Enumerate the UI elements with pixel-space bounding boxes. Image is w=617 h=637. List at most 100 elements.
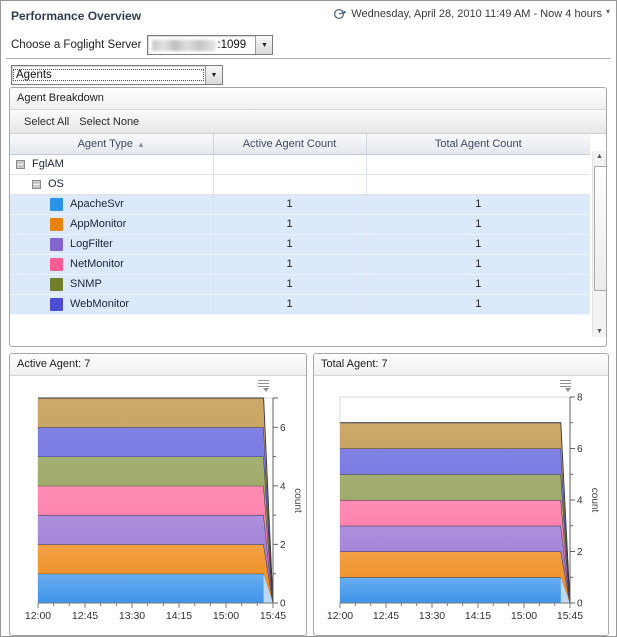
view-selector-combobox[interactable]: Agents ▼: [11, 65, 223, 85]
svg-text:count: count: [589, 488, 600, 513]
svg-text:14:15: 14:15: [166, 610, 192, 622]
total-count-cell: 1: [366, 294, 590, 315]
total-agent-chart: 0 2 4 6 8 count 12:00 12:45 13:30 14:15 15:00 15:45: [327, 393, 600, 623]
agent-type-label: AppMonitor: [70, 218, 127, 230]
active-agent-chart-title: Active Agent: 7: [10, 354, 306, 376]
svg-text:12:00: 12:00: [25, 610, 51, 622]
active-count-cell: 1: [213, 194, 367, 215]
table-row[interactable]: NetMonitor 1 1: [10, 254, 590, 275]
redacted-server-address: [152, 39, 217, 51]
table-row[interactable]: WebMonitor 1 1: [10, 294, 590, 315]
server-port: :1099: [217, 39, 247, 51]
total-count-cell: [366, 154, 590, 175]
svg-text:15:00: 15:00: [213, 610, 239, 622]
svg-text:4: 4: [577, 496, 583, 507]
total-count-cell: [366, 174, 590, 195]
time-range-label: Wednesday, April 28, 2010 11:49 AM - Now…: [351, 8, 602, 20]
chart-options-icon[interactable]: [560, 380, 572, 392]
total-count-cell: 1: [366, 214, 590, 235]
select-all-button[interactable]: Select All: [24, 115, 70, 128]
series-color-swatch: [50, 257, 63, 271]
svg-text:12:45: 12:45: [373, 610, 399, 622]
total-count-cell: 1: [366, 254, 590, 275]
selection-toolbar: Select All Select None: [10, 110, 606, 134]
agent-type-label: OS: [48, 178, 64, 190]
series-color-swatch: [50, 217, 63, 231]
svg-text:6: 6: [280, 423, 286, 434]
view-selector-dropdown-button[interactable]: ▼: [205, 66, 222, 84]
agent-type-label: WebMonitor: [70, 298, 130, 310]
chart-options-icon[interactable]: [258, 380, 270, 392]
server-picker-dropdown-button[interactable]: ▼: [255, 36, 273, 54]
svg-text:15:45: 15:45: [260, 610, 286, 622]
scrollbar-up-arrow[interactable]: ▲: [596, 153, 603, 160]
series-color-swatch: [50, 237, 63, 251]
agent-breakdown-title: Agent Breakdown: [10, 88, 606, 110]
server-picker-label: Choose a Foglight Server: [11, 39, 142, 51]
svg-text:12:45: 12:45: [72, 610, 98, 622]
table-scrollbar[interactable]: ▲ ▼: [592, 151, 606, 337]
scrollbar-thumb[interactable]: [594, 166, 606, 291]
svg-text:13:30: 13:30: [119, 610, 145, 622]
active-count-cell: 1: [213, 214, 367, 235]
total-agent-chart-panel: Total Agent: 7 0 2 4 6 8 count 12:00 12:45 13:30…: [313, 353, 609, 636]
svg-text:14:15: 14:15: [465, 610, 491, 622]
series-color-swatch: [50, 277, 63, 291]
table-row[interactable]: ApacheSvr 1 1: [10, 194, 590, 215]
active-count-cell: 1: [213, 234, 367, 255]
total-agent-chart-title: Total Agent: 7: [314, 354, 608, 376]
series-color-swatch: [50, 197, 63, 211]
svg-text:2: 2: [577, 547, 583, 558]
series-color-swatch: [50, 297, 63, 311]
page-title: Performance Overview: [11, 9, 142, 23]
table-header-row: Agent Type ▲ Active Agent Count Total Age…: [10, 134, 590, 155]
collapse-icon[interactable]: [32, 179, 41, 189]
agent-table: Agent Type ▲ Active Agent Count Total Age…: [10, 134, 590, 315]
agent-type-label: LogFilter: [70, 238, 113, 250]
column-header-agent-type[interactable]: Agent Type ▲: [10, 134, 214, 155]
agent-type-label: FglAM: [32, 158, 64, 170]
total-count-cell: 1: [366, 274, 590, 295]
active-count-cell: 1: [213, 294, 367, 315]
column-header-active-agent-count[interactable]: Active Agent Count: [213, 134, 367, 155]
table-row[interactable]: SNMP 1 1: [10, 274, 590, 295]
table-row[interactable]: LogFilter 1 1: [10, 234, 590, 255]
svg-text:8: 8: [577, 393, 583, 404]
agent-type-label: NetMonitor: [70, 258, 124, 270]
active-count-cell: [213, 154, 367, 175]
agent-table-body: FglAM OS ApacheSvr 1 1 AppMonitor 1 1 LogFilter 1…: [10, 154, 590, 315]
svg-text:12:00: 12:00: [327, 610, 353, 622]
header-separator: [6, 58, 611, 59]
svg-text:2: 2: [280, 540, 286, 551]
view-selector-value: Agents: [12, 68, 205, 82]
time-range-caret-icon: ▾: [605, 6, 610, 16]
select-none-button[interactable]: Select None: [79, 115, 140, 128]
agent-type-label: SNMP: [70, 278, 102, 290]
sort-asc-icon: ▲: [137, 139, 145, 149]
time-range-clock-icon: [334, 8, 347, 20]
scrollbar-down-arrow[interactable]: ▼: [596, 328, 603, 335]
svg-text:6: 6: [577, 444, 583, 455]
total-count-cell: 1: [366, 234, 590, 255]
table-row[interactable]: OS: [10, 174, 590, 195]
table-row[interactable]: FglAM: [10, 154, 590, 175]
agent-type-label: ApacheSvr: [70, 198, 124, 210]
active-count-cell: 1: [213, 254, 367, 275]
active-agent-chart-panel: Active Agent: 7 0 2 4 6 count 12:00 12:45 13:30…: [9, 353, 307, 636]
svg-text:13:30: 13:30: [419, 610, 445, 622]
active-count-cell: 1: [213, 274, 367, 295]
agent-breakdown-panel: Agent Breakdown Select All Select None A…: [9, 87, 607, 347]
table-row[interactable]: AppMonitor 1 1: [10, 214, 590, 235]
active-agent-chart: 0 2 4 6 count 12:00 12:45 13:30 14:15 15:00 15:45: [25, 397, 303, 622]
svg-text:count: count: [292, 488, 303, 513]
svg-text:15:45: 15:45: [557, 610, 583, 622]
time-range-selector[interactable]: Wednesday, April 28, 2010 11:49 AM - Now…: [333, 7, 610, 21]
server-picker-combobox[interactable]: :1099 ▼: [147, 35, 274, 55]
svg-text:4: 4: [280, 481, 286, 492]
column-header-total-agent-count[interactable]: Total Agent Count: [366, 134, 590, 155]
collapse-icon[interactable]: [16, 159, 25, 169]
svg-text:0: 0: [280, 599, 286, 610]
agent-table-wrap: Agent Type ▲ Active Agent Count Total Age…: [10, 134, 606, 346]
total-count-cell: 1: [366, 194, 590, 215]
